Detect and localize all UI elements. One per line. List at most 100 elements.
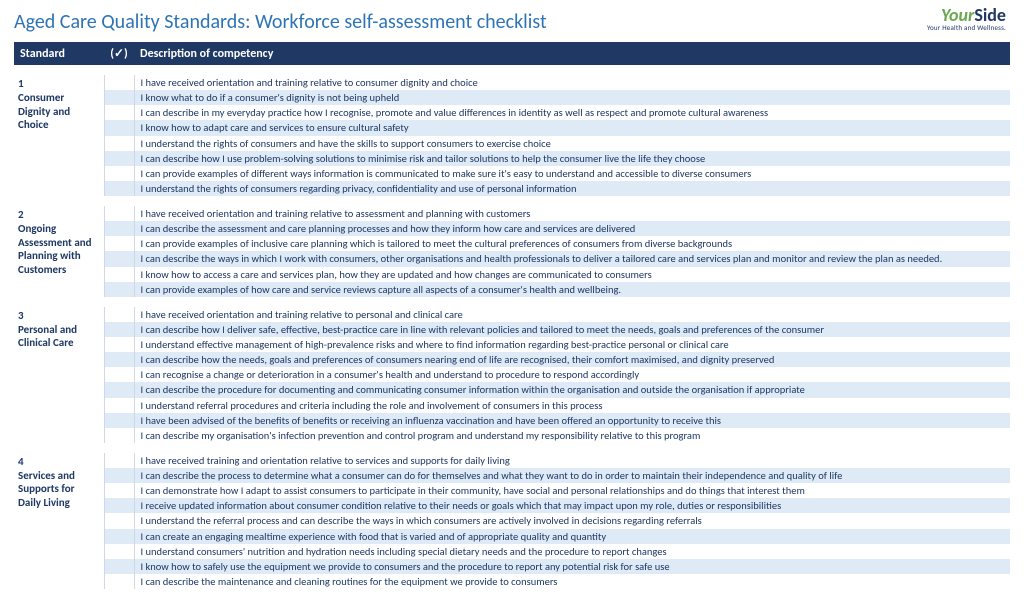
check-cell[interactable]	[104, 498, 134, 513]
competency-description: I have received orientation and training…	[134, 206, 1010, 221]
section-gap	[14, 196, 1010, 206]
competency-description: I can describe how I deliver safe, effec…	[134, 322, 1010, 337]
check-cell[interactable]	[104, 367, 134, 382]
check-cell[interactable]	[104, 382, 134, 397]
table-body: 1Consumer Dignity and ChoiceI have recei…	[14, 65, 1010, 589]
header-row: Standard (✓) Description of competency	[14, 42, 1010, 65]
table-row: 2Ongoing Assessment and Planning with Cu…	[14, 206, 1010, 221]
competency-description: I can describe the assessment and care p…	[134, 221, 1010, 236]
competency-description: I have received orientation and training…	[134, 75, 1010, 90]
competency-description: I understand the rights of consumers and…	[134, 136, 1010, 151]
table-row: I can provide examples of how care and s…	[14, 282, 1010, 297]
competency-description: I understand effective management of hig…	[134, 337, 1010, 352]
competency-description: I can recognise a change or deterioratio…	[134, 367, 1010, 382]
competency-description: I understand referral procedures and cri…	[134, 398, 1010, 413]
check-cell[interactable]	[104, 75, 134, 90]
competency-description: I know how to safely use the equipment w…	[134, 559, 1010, 574]
brand-logo: YourSide Your Health and Wellness.	[927, 6, 1006, 31]
table-row: 4Services and Supports for Daily LivingI…	[14, 453, 1010, 468]
table-row: I understand the rights of consumers reg…	[14, 181, 1010, 196]
table-row: I can demonstrate how I adapt to assist …	[14, 483, 1010, 498]
competency-description: I understand the referral process and ca…	[134, 513, 1010, 528]
competency-description: I receive updated information about cons…	[134, 498, 1010, 513]
competency-description: I can describe how the needs, goals and …	[134, 352, 1010, 367]
check-cell[interactable]	[104, 513, 134, 528]
check-cell[interactable]	[104, 544, 134, 559]
competency-description: I can describe the ways in which I work …	[134, 251, 1010, 266]
table-row: I can provide examples of inclusive care…	[14, 236, 1010, 251]
check-cell[interactable]	[104, 352, 134, 367]
competency-description: I have been advised of the benefits of b…	[134, 413, 1010, 428]
table-row: I can describe the maintenance and clean…	[14, 574, 1010, 589]
check-cell[interactable]	[104, 251, 134, 266]
check-cell[interactable]	[104, 453, 134, 468]
competency-description: I know what to do if a consumer's dignit…	[134, 90, 1010, 105]
check-cell[interactable]	[104, 529, 134, 544]
table-row: I understand the referral process and ca…	[14, 513, 1010, 528]
check-cell[interactable]	[104, 267, 134, 282]
page: YourSide Your Health and Wellness. Aged …	[0, 0, 1024, 599]
check-cell[interactable]	[104, 221, 134, 236]
header-check: (✓)	[104, 42, 134, 65]
competency-description: I can describe my organisation's infecti…	[134, 428, 1010, 443]
table-row: I understand the rights of consumers and…	[14, 136, 1010, 151]
check-cell[interactable]	[104, 468, 134, 483]
check-cell[interactable]	[104, 322, 134, 337]
table-row: I know how to safely use the equipment w…	[14, 559, 1010, 574]
check-cell[interactable]	[104, 574, 134, 589]
table-row: I can describe how I deliver safe, effec…	[14, 322, 1010, 337]
table-row: I can describe how the needs, goals and …	[14, 352, 1010, 367]
check-cell[interactable]	[104, 236, 134, 251]
standard-label: 4Services and Supports for Daily Living	[14, 453, 104, 589]
check-cell[interactable]	[104, 307, 134, 322]
checklist-table: Standard (✓) Description of competency 1…	[14, 42, 1010, 589]
competency-description: I can demonstrate how I adapt to assist …	[134, 483, 1010, 498]
check-cell[interactable]	[104, 413, 134, 428]
standard-label: 3Personal and Clinical Care	[14, 307, 104, 443]
competency-description: I can describe the procedure for documen…	[134, 382, 1010, 397]
table-row: I can describe the ways in which I work …	[14, 251, 1010, 266]
logo-subtitle: Your Health and Wellness.	[927, 24, 1006, 31]
check-cell[interactable]	[104, 337, 134, 352]
check-cell[interactable]	[104, 282, 134, 297]
competency-description: I can provide examples of how care and s…	[134, 282, 1010, 297]
competency-description: I can describe in my everyday practice h…	[134, 105, 1010, 120]
competency-description: I can provide examples of inclusive care…	[134, 236, 1010, 251]
header-standard: Standard	[14, 42, 104, 65]
check-cell[interactable]	[104, 166, 134, 181]
check-cell[interactable]	[104, 483, 134, 498]
check-cell[interactable]	[104, 151, 134, 166]
table-row: 3Personal and Clinical CareI have receiv…	[14, 307, 1010, 322]
competency-description: I know how to access a care and services…	[134, 267, 1010, 282]
table-row: I understand effective management of hig…	[14, 337, 1010, 352]
check-cell[interactable]	[104, 559, 134, 574]
table-row: I know how to adapt care and services to…	[14, 120, 1010, 135]
check-cell[interactable]	[104, 105, 134, 120]
table-row: I can describe the assessment and care p…	[14, 221, 1010, 236]
table-row: I understand consumers' nutrition and hy…	[14, 544, 1010, 559]
check-cell[interactable]	[104, 90, 134, 105]
check-cell[interactable]	[104, 120, 134, 135]
check-cell[interactable]	[104, 206, 134, 221]
competency-description: I can describe the maintenance and clean…	[134, 574, 1010, 589]
table-row: I have been advised of the benefits of b…	[14, 413, 1010, 428]
table-row: I know what to do if a consumer's dignit…	[14, 90, 1010, 105]
competency-description: I know how to adapt care and services to…	[134, 120, 1010, 135]
competency-description: I have received training and orientation…	[134, 453, 1010, 468]
header-description: Description of competency	[134, 42, 1010, 65]
check-cell[interactable]	[104, 136, 134, 151]
table-row: I can provide examples of different ways…	[14, 166, 1010, 181]
check-cell[interactable]	[104, 428, 134, 443]
table-row: I receive updated information about cons…	[14, 498, 1010, 513]
competency-description: I understand the rights of consumers reg…	[134, 181, 1010, 196]
section-gap	[14, 297, 1010, 307]
table-row: I can describe the process to determine …	[14, 468, 1010, 483]
competency-description: I understand consumers' nutrition and hy…	[134, 544, 1010, 559]
page-title: Aged Care Quality Standards: Workforce s…	[14, 10, 1010, 34]
section-gap	[14, 443, 1010, 453]
competency-description: I can create an engaging mealtime experi…	[134, 529, 1010, 544]
check-cell[interactable]	[104, 398, 134, 413]
check-cell[interactable]	[104, 181, 134, 196]
table-row: I understand referral procedures and cri…	[14, 398, 1010, 413]
table-row: I know how to access a care and services…	[14, 267, 1010, 282]
